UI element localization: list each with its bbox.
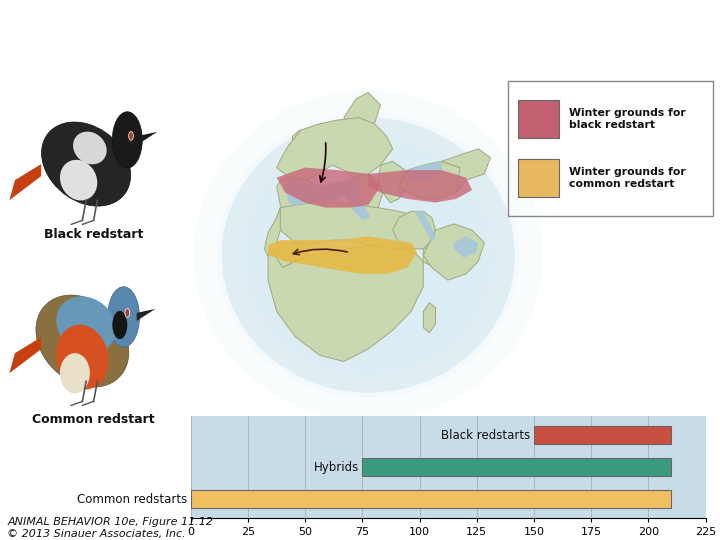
Ellipse shape — [42, 122, 130, 206]
Ellipse shape — [129, 131, 133, 140]
Ellipse shape — [56, 296, 116, 354]
Polygon shape — [268, 245, 423, 361]
Bar — [518, 159, 559, 197]
Polygon shape — [344, 92, 380, 130]
Polygon shape — [9, 337, 41, 373]
Text: Black redstart: Black redstart — [44, 228, 143, 241]
Polygon shape — [369, 170, 472, 202]
Polygon shape — [454, 237, 478, 258]
Polygon shape — [423, 242, 448, 265]
Polygon shape — [264, 207, 310, 268]
Polygon shape — [292, 130, 307, 143]
Ellipse shape — [194, 90, 543, 420]
Text: Black redstarts: Black redstarts — [441, 429, 531, 442]
Ellipse shape — [36, 295, 129, 387]
Polygon shape — [268, 237, 417, 274]
Polygon shape — [399, 161, 466, 199]
Polygon shape — [441, 149, 490, 193]
Polygon shape — [423, 303, 436, 333]
Bar — [362, 458, 671, 476]
Text: Winter grounds for
black redstart: Winter grounds for black redstart — [569, 107, 686, 130]
Ellipse shape — [261, 154, 475, 356]
Ellipse shape — [108, 287, 140, 347]
Polygon shape — [276, 202, 436, 249]
Ellipse shape — [217, 112, 519, 398]
Ellipse shape — [241, 135, 495, 375]
Polygon shape — [408, 161, 441, 180]
Text: Hybrids: Hybrids — [314, 461, 359, 474]
Ellipse shape — [125, 308, 130, 318]
Ellipse shape — [112, 112, 143, 168]
Polygon shape — [415, 211, 436, 242]
Ellipse shape — [112, 311, 127, 339]
Ellipse shape — [56, 325, 109, 389]
Polygon shape — [356, 174, 383, 220]
Text: Common redstart: Common redstart — [32, 414, 155, 427]
Bar — [534, 426, 671, 444]
Polygon shape — [137, 309, 156, 321]
Ellipse shape — [222, 118, 515, 393]
Bar — [518, 100, 559, 138]
Polygon shape — [276, 118, 392, 180]
Polygon shape — [305, 124, 329, 149]
Polygon shape — [392, 211, 436, 249]
Polygon shape — [285, 178, 371, 220]
Text: Figure 11.12  Differences in the migratory behavior of two closely related birds: Figure 11.12 Differences in the migrator… — [9, 15, 720, 50]
Ellipse shape — [60, 160, 97, 200]
Polygon shape — [276, 178, 322, 218]
Polygon shape — [423, 224, 485, 280]
Polygon shape — [138, 132, 157, 144]
Bar — [191, 490, 671, 508]
Text: ANIMAL BEHAVIOR 10e, Figure 11.12
© 2013 Sinauer Associates, Inc.: ANIMAL BEHAVIOR 10e, Figure 11.12 © 2013… — [7, 517, 213, 539]
Ellipse shape — [73, 132, 107, 164]
Polygon shape — [378, 161, 408, 202]
Text: Common redstarts: Common redstarts — [77, 492, 187, 505]
Ellipse shape — [60, 353, 90, 393]
Polygon shape — [276, 167, 380, 207]
Text: Winter grounds for
common redstart: Winter grounds for common redstart — [569, 167, 686, 190]
Polygon shape — [9, 164, 41, 200]
